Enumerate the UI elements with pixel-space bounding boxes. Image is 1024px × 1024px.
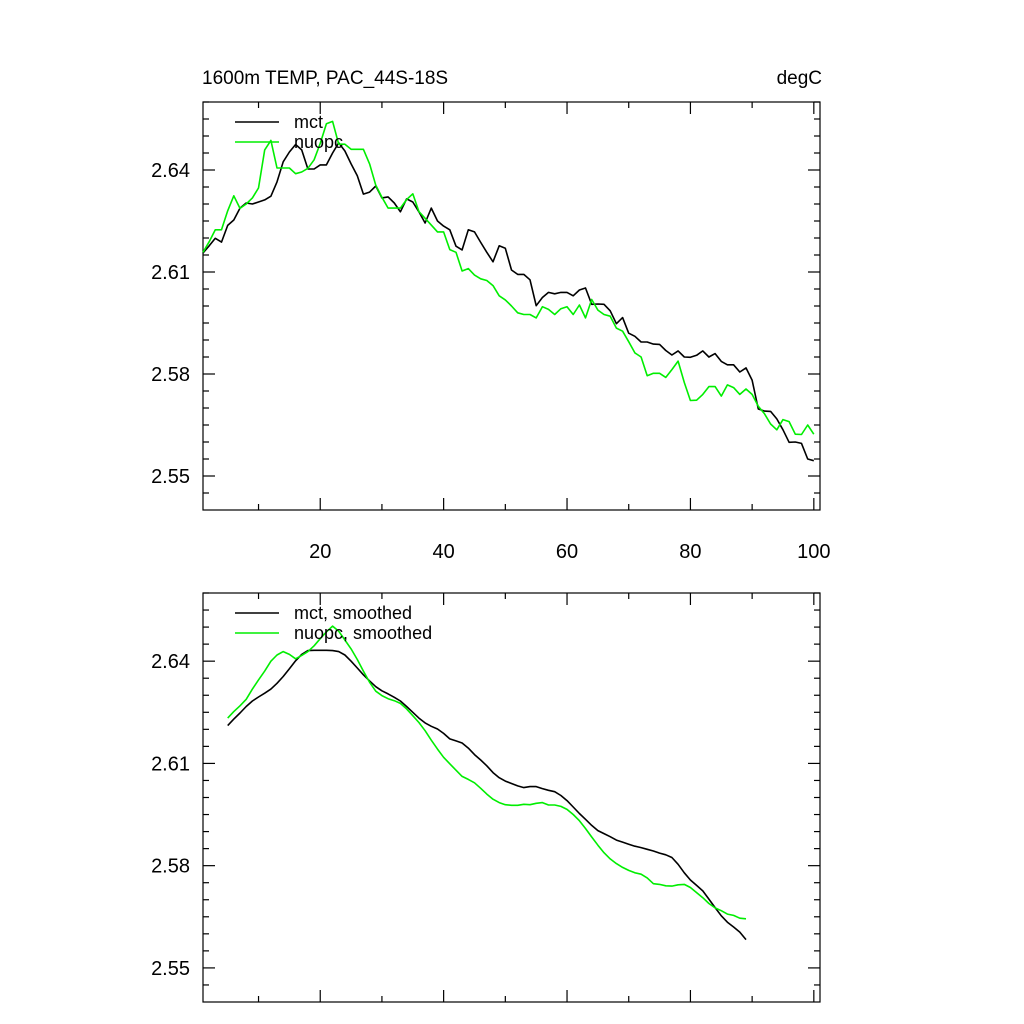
- series-line-nuopc-smoothed: [227, 625, 747, 920]
- legend-label: nuopc: [294, 132, 343, 152]
- x-tick-label: 60: [556, 541, 578, 563]
- x-tick-label: 20: [309, 541, 331, 563]
- plot-units: degC: [777, 68, 822, 89]
- plot-title: 1600m TEMP, PAC_44S-18S: [202, 68, 448, 89]
- y-tick-label: 2.61: [151, 753, 190, 775]
- y-tick-label: 2.58: [151, 364, 190, 386]
- legend-label: mct, smoothed: [294, 603, 412, 623]
- series-line-nuopc: [202, 120, 815, 436]
- plot-frame: [202, 592, 821, 1003]
- y-tick-label: 2.58: [151, 856, 190, 878]
- series-line-mct-smoothed: [227, 649, 747, 941]
- y-tick-label: 2.55: [151, 466, 190, 488]
- series-line-mct: [202, 142, 815, 462]
- legend-label: nuopc, smoothed: [294, 623, 432, 643]
- x-tick-label: 40: [433, 541, 455, 563]
- x-tick-label: 80: [679, 541, 701, 563]
- y-tick-label: 2.55: [151, 958, 190, 980]
- y-tick-label: 2.61: [151, 262, 190, 284]
- y-tick-label: 2.64: [151, 160, 190, 182]
- y-tick-label: 2.64: [151, 651, 190, 673]
- legend-label: mct: [294, 112, 323, 132]
- x-tick-label: 100: [797, 541, 830, 563]
